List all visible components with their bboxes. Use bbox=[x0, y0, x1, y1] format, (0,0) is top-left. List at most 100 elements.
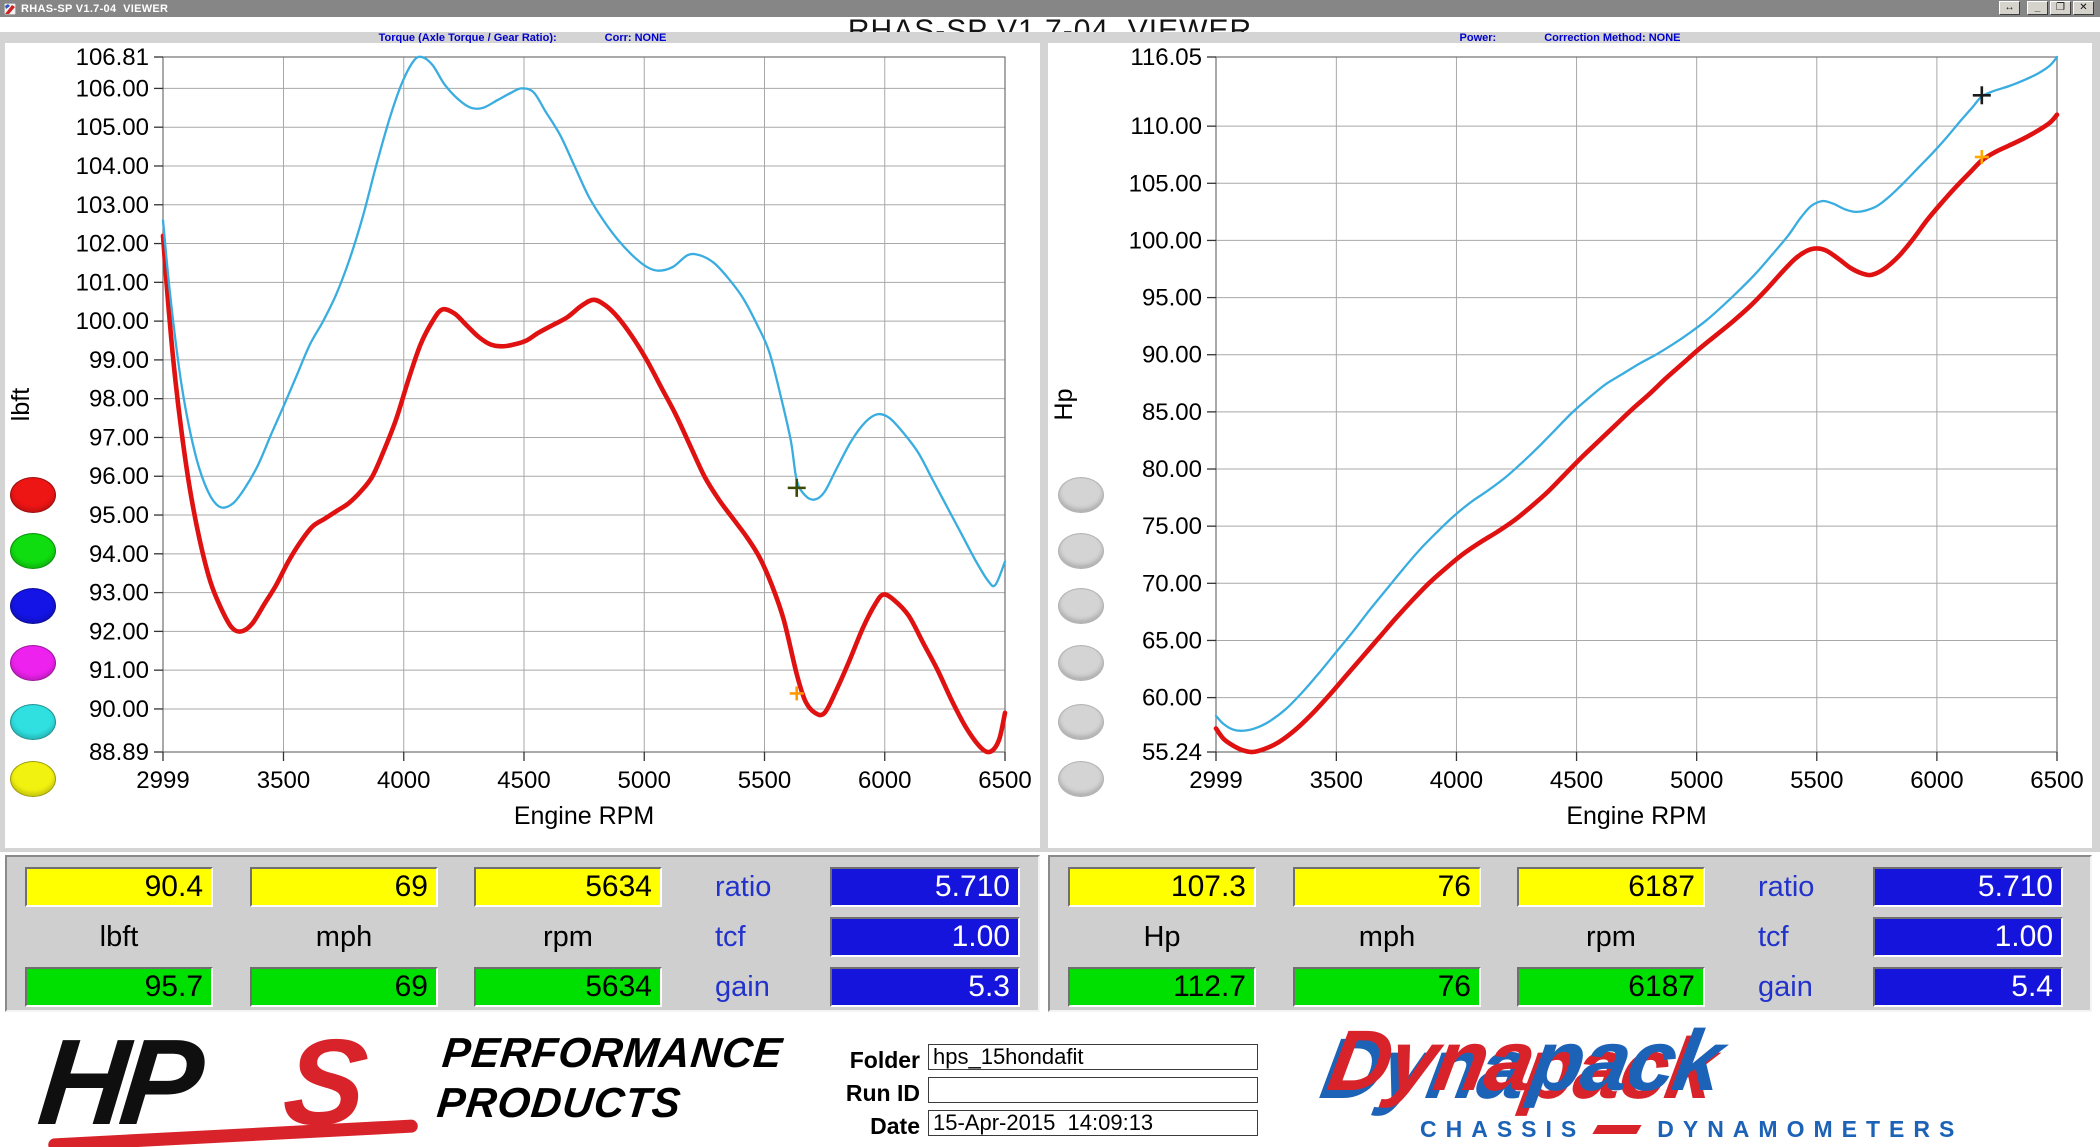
run-select-button-6[interactable] bbox=[1058, 761, 1104, 797]
cursor-marker bbox=[1972, 86, 1991, 105]
minimize-button[interactable]: _ bbox=[2027, 1, 2048, 15]
footer: HP S PERFORMANCE PRODUCTS Folder Run ID … bbox=[0, 1012, 2100, 1147]
y-tick-label: 106.00 bbox=[76, 75, 149, 102]
date-label: Date bbox=[870, 1113, 920, 1139]
run-select-button-3[interactable] bbox=[10, 588, 56, 624]
dynapack-logo: Dynapack CHASSIS DYNAMOMETERS bbox=[1322, 1013, 2070, 1143]
resize-button[interactable]: ↔ bbox=[1999, 1, 2020, 15]
x-tick-label: 6500 bbox=[2030, 767, 2083, 794]
y-tick-label: 88.89 bbox=[89, 739, 149, 766]
app-icon bbox=[4, 2, 16, 15]
rpm-cursor-value-curr: 6187 bbox=[1517, 967, 1705, 1007]
x-tick-label: 3500 bbox=[257, 767, 310, 794]
hps-logo-hp: HP bbox=[32, 1014, 203, 1147]
torque-header-label: Torque (Axle Torque / Gear Ratio): bbox=[378, 31, 557, 44]
run-select-button-1[interactable] bbox=[10, 477, 56, 513]
runid-field[interactable] bbox=[928, 1077, 1258, 1103]
run-select-button-5[interactable] bbox=[10, 704, 56, 740]
y-tick-label: 65.00 bbox=[1142, 627, 1202, 654]
gain-label: gain bbox=[715, 971, 770, 1003]
cursor-marker bbox=[1974, 150, 1989, 165]
run-select-button-1[interactable] bbox=[1058, 477, 1104, 513]
y-tick-label: 94.00 bbox=[89, 541, 149, 568]
folder-label: Folder bbox=[849, 1047, 920, 1073]
x-tick-label: 5000 bbox=[618, 767, 671, 794]
power-corr-label: Correction Method: NONE bbox=[1544, 31, 1681, 44]
run-select-button-4[interactable] bbox=[10, 645, 56, 681]
previous-run-power bbox=[1213, 112, 2060, 755]
torque-chart-panel[interactable]: 106.81 106.00 105.00 104.00 103.00 102.00 101.… bbox=[5, 43, 1040, 848]
cursor-marker bbox=[789, 686, 804, 701]
y-tick-label: 75.00 bbox=[1142, 513, 1202, 540]
speed-cursor-value-curr: 76 bbox=[1293, 967, 1481, 1007]
runid-label: Run ID bbox=[845, 1080, 920, 1106]
y-tick-label: 92.00 bbox=[89, 618, 149, 645]
run-select-button-2[interactable] bbox=[1058, 533, 1104, 569]
run-select-button-6[interactable] bbox=[10, 761, 56, 797]
y-tick-label: 106.81 bbox=[76, 44, 149, 71]
x-axis-title: Engine RPM bbox=[1566, 802, 1706, 830]
y-tick-label: 110.00 bbox=[1130, 113, 1202, 140]
run-select-button-5[interactable] bbox=[1058, 704, 1104, 740]
y-tick-label: 99.00 bbox=[89, 347, 149, 374]
y-axis-title: lbft bbox=[7, 388, 35, 421]
titlebar-text: RHAS-SP V1.7-04 VIEWER bbox=[21, 2, 169, 15]
tcf-label: tcf bbox=[1758, 921, 1789, 953]
tcf-value: 1.00 bbox=[1873, 917, 2063, 957]
rpm-unit-label: rpm bbox=[543, 921, 593, 953]
power-chart-panel[interactable]: 116.05 110.00 105.00 100.00 95.00 90.00 85.00 8… bbox=[1048, 43, 2092, 848]
speed-cursor-value-curr: 69 bbox=[250, 967, 438, 1007]
hps-logo: HP S PERFORMANCE PRODUCTS bbox=[30, 1014, 820, 1147]
power-cursor-value-curr: 112.7 bbox=[1068, 967, 1256, 1007]
y-tick-label: 104.00 bbox=[76, 153, 149, 180]
y-tick-label: 90.00 bbox=[89, 696, 149, 723]
rpm-cursor-value-curr: 5634 bbox=[474, 967, 662, 1007]
torque-data-panel: 90.4 69 5634 lbft mph rpm 95.7 69 5634 r… bbox=[5, 855, 1040, 1012]
x-tick-label: 4500 bbox=[497, 767, 550, 794]
hps-word-products: PRODUCTS bbox=[434, 1079, 684, 1126]
run-select-button-4[interactable] bbox=[1058, 645, 1104, 681]
cursor-marker bbox=[787, 478, 806, 497]
titlebar[interactable]: RHAS-SP V1.7-04 VIEWER ↔ _ ❐ ✕ bbox=[0, 0, 2100, 17]
y-tick-label: 105.00 bbox=[76, 114, 149, 141]
window-controls: ↔ _ ❐ ✕ bbox=[1999, 1, 2094, 15]
y-tick-label: 100.00 bbox=[1129, 227, 1202, 254]
hps-logo-words: PERFORMANCE PRODUCTS bbox=[435, 1028, 786, 1128]
run-select-button-2[interactable] bbox=[10, 533, 56, 569]
ratio-label: ratio bbox=[1758, 871, 1815, 903]
y-tick-label: 60.00 bbox=[1142, 685, 1202, 712]
folder-field[interactable] bbox=[928, 1044, 1258, 1070]
power-data-panel: 107.3 76 6187 Hp mph rpm 112.7 76 6187 r… bbox=[1048, 855, 2092, 1012]
x-tick-label: 6000 bbox=[1910, 767, 1963, 794]
date-field[interactable] bbox=[928, 1110, 1258, 1136]
y-tick-label: 55.24 bbox=[1142, 739, 1202, 766]
chart-canvas[interactable]: 116.05 110.00 105.00 100.00 95.00 90.00 85.00 8… bbox=[1048, 43, 2092, 848]
dynapack-wordmark: Dynapack bbox=[1321, 1012, 1729, 1111]
dynapack-chassis: CHASSIS bbox=[1420, 1116, 1586, 1142]
chart-canvas[interactable]: 106.81 106.00 105.00 104.00 103.00 102.00 101.… bbox=[5, 43, 1040, 848]
close-button[interactable]: ✕ bbox=[2073, 1, 2094, 15]
dynapack-subtitle: CHASSIS DYNAMOMETERS bbox=[1420, 1116, 1963, 1143]
tcf-label: tcf bbox=[715, 921, 746, 953]
power-unit-label: Hp bbox=[1143, 921, 1181, 953]
speed-unit-label: mph bbox=[315, 921, 373, 953]
ratio-label: ratio bbox=[715, 871, 772, 903]
x-tick-label: 3500 bbox=[1310, 767, 1363, 794]
run-select-button-3[interactable] bbox=[1058, 588, 1104, 624]
y-tick-label: 90.00 bbox=[1142, 342, 1202, 369]
dynapack-dash bbox=[1592, 1125, 1642, 1135]
y-tick-label: 116.05 bbox=[1130, 44, 1202, 71]
y-tick-label: 95.00 bbox=[89, 502, 149, 529]
y-tick-label: 97.00 bbox=[89, 424, 149, 451]
x-tick-label: 2999 bbox=[136, 767, 189, 794]
plot-border bbox=[1215, 56, 2058, 753]
y-tick-label: 85.00 bbox=[1142, 399, 1202, 426]
y-tick-label: 96.00 bbox=[89, 463, 149, 490]
restore-button[interactable]: ❐ bbox=[2050, 1, 2071, 15]
rpm-cursor-value-prev: 5634 bbox=[474, 867, 662, 907]
gain-label: gain bbox=[1758, 971, 1813, 1003]
torque-cursor-value-curr: 95.7 bbox=[25, 967, 213, 1007]
y-tick-label: 103.00 bbox=[76, 192, 149, 219]
x-tick-label: 5000 bbox=[1670, 767, 1723, 794]
